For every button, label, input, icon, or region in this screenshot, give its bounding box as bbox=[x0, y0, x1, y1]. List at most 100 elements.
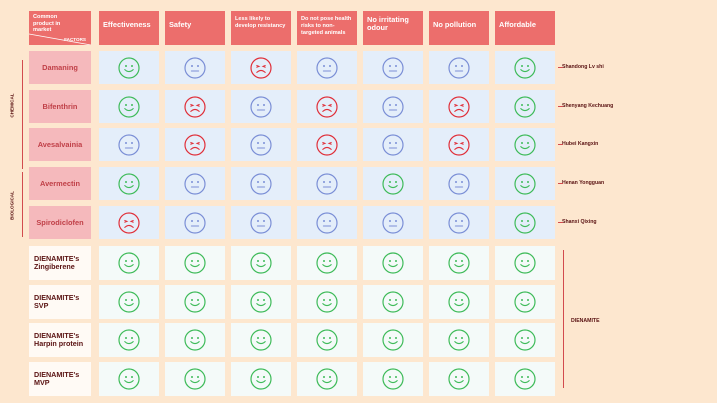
rating-cell-3-4 bbox=[363, 167, 423, 200]
rating-cell-5-2 bbox=[231, 246, 291, 280]
happy-face-icon bbox=[513, 211, 537, 235]
rating-cell-1-5 bbox=[429, 90, 489, 123]
rating-cell-0-1 bbox=[165, 51, 225, 84]
neutral-face-icon bbox=[381, 211, 405, 235]
rating-cell-6-0 bbox=[99, 285, 159, 319]
rating-cell-1-0 bbox=[99, 90, 159, 123]
neutral-face-icon bbox=[117, 133, 141, 157]
happy-face-icon bbox=[117, 56, 141, 80]
product-name-6: DIENAMITE's SVP bbox=[29, 285, 91, 319]
happy-face-icon bbox=[249, 367, 273, 391]
biological-group-line bbox=[22, 172, 23, 237]
happy-face-icon bbox=[381, 328, 405, 352]
happy-face-icon bbox=[315, 367, 339, 391]
rating-cell-6-2 bbox=[231, 285, 291, 319]
product-name-0: Damaning bbox=[29, 51, 91, 84]
maker-label-1: Shenyang Kechuang bbox=[562, 103, 614, 109]
rating-cell-1-4 bbox=[363, 90, 423, 123]
neutral-face-icon bbox=[447, 172, 471, 196]
maker-label-2: Hubei Kangxin bbox=[562, 141, 599, 147]
happy-face-icon bbox=[447, 328, 471, 352]
happy-face-icon bbox=[513, 133, 537, 157]
happy-face-icon bbox=[447, 290, 471, 314]
header-factor-0: Effectiveness bbox=[99, 11, 159, 45]
rating-cell-6-4 bbox=[363, 285, 423, 319]
rating-cell-3-3 bbox=[297, 167, 357, 200]
sad-face-icon bbox=[447, 95, 471, 119]
rating-cell-7-0 bbox=[99, 323, 159, 357]
neutral-face-icon bbox=[249, 95, 273, 119]
neutral-face-icon bbox=[249, 211, 273, 235]
happy-face-icon bbox=[381, 367, 405, 391]
rating-cell-8-6 bbox=[495, 362, 555, 396]
rating-cell-3-2 bbox=[231, 167, 291, 200]
rating-cell-2-1 bbox=[165, 128, 225, 161]
neutral-face-icon bbox=[183, 56, 207, 80]
rating-cell-4-5 bbox=[429, 206, 489, 239]
rating-cell-6-5 bbox=[429, 285, 489, 319]
rating-cell-2-4 bbox=[363, 128, 423, 161]
rating-cell-4-6 bbox=[495, 206, 555, 239]
happy-face-icon bbox=[183, 290, 207, 314]
happy-face-icon bbox=[183, 367, 207, 391]
product-name-4: Spirodiclofen bbox=[29, 206, 91, 239]
product-name-5: DIENAMITE's Zingiberene bbox=[29, 246, 91, 280]
happy-face-icon bbox=[183, 251, 207, 275]
rating-cell-6-1 bbox=[165, 285, 225, 319]
happy-face-icon bbox=[249, 290, 273, 314]
product-name-2: Avesalvainia bbox=[29, 128, 91, 161]
rating-cell-5-6 bbox=[495, 246, 555, 280]
happy-face-icon bbox=[381, 172, 405, 196]
header-factor-5: No pollution bbox=[429, 11, 489, 45]
rating-cell-2-5 bbox=[429, 128, 489, 161]
sad-face-icon bbox=[315, 133, 339, 157]
rating-cell-4-4 bbox=[363, 206, 423, 239]
neutral-face-icon bbox=[381, 133, 405, 157]
rating-cell-3-0 bbox=[99, 167, 159, 200]
product-name-8: DIENAMITE's MVP bbox=[29, 362, 91, 396]
rating-cell-0-6 bbox=[495, 51, 555, 84]
rating-cell-0-5 bbox=[429, 51, 489, 84]
product-name-3: Avermectin bbox=[29, 167, 91, 200]
header-factor-3: Do not pose health risks to non-targeted… bbox=[297, 11, 357, 45]
rating-cell-7-3 bbox=[297, 323, 357, 357]
rating-cell-0-0 bbox=[99, 51, 159, 84]
happy-face-icon bbox=[315, 251, 339, 275]
neutral-face-icon bbox=[447, 211, 471, 235]
rating-cell-1-3 bbox=[297, 90, 357, 123]
rating-cell-5-3 bbox=[297, 246, 357, 280]
maker-tick-1 bbox=[558, 106, 563, 107]
sad-face-icon bbox=[249, 56, 273, 80]
happy-face-icon bbox=[249, 328, 273, 352]
rating-cell-6-3 bbox=[297, 285, 357, 319]
sad-face-icon bbox=[117, 211, 141, 235]
neutral-face-icon bbox=[381, 95, 405, 119]
maker-tick-0 bbox=[558, 67, 563, 68]
corner-bottom-label: FACTORS bbox=[64, 37, 86, 42]
happy-face-icon bbox=[447, 251, 471, 275]
happy-face-icon bbox=[513, 328, 537, 352]
rating-cell-1-1 bbox=[165, 90, 225, 123]
header-corner: Common product in market FACTORS bbox=[29, 11, 91, 45]
rating-cell-4-2 bbox=[231, 206, 291, 239]
rating-cell-5-4 bbox=[363, 246, 423, 280]
happy-face-icon bbox=[183, 328, 207, 352]
rating-cell-7-1 bbox=[165, 323, 225, 357]
happy-face-icon bbox=[381, 290, 405, 314]
rating-cell-5-0 bbox=[99, 246, 159, 280]
header-factor-1: Safety bbox=[165, 11, 225, 45]
rating-cell-8-0 bbox=[99, 362, 159, 396]
happy-face-icon bbox=[381, 251, 405, 275]
rating-cell-8-3 bbox=[297, 362, 357, 396]
maker-label-3: Henan Yongguan bbox=[562, 180, 605, 186]
rating-cell-4-0 bbox=[99, 206, 159, 239]
sad-face-icon bbox=[447, 133, 471, 157]
rating-cell-7-4 bbox=[363, 323, 423, 357]
rating-cell-8-4 bbox=[363, 362, 423, 396]
product-name-7: DIENAMITE's Harpin protein bbox=[29, 323, 91, 357]
maker-tick-4 bbox=[558, 222, 563, 223]
happy-face-icon bbox=[513, 367, 537, 391]
happy-face-icon bbox=[117, 367, 141, 391]
rating-cell-2-3 bbox=[297, 128, 357, 161]
neutral-face-icon bbox=[381, 56, 405, 80]
